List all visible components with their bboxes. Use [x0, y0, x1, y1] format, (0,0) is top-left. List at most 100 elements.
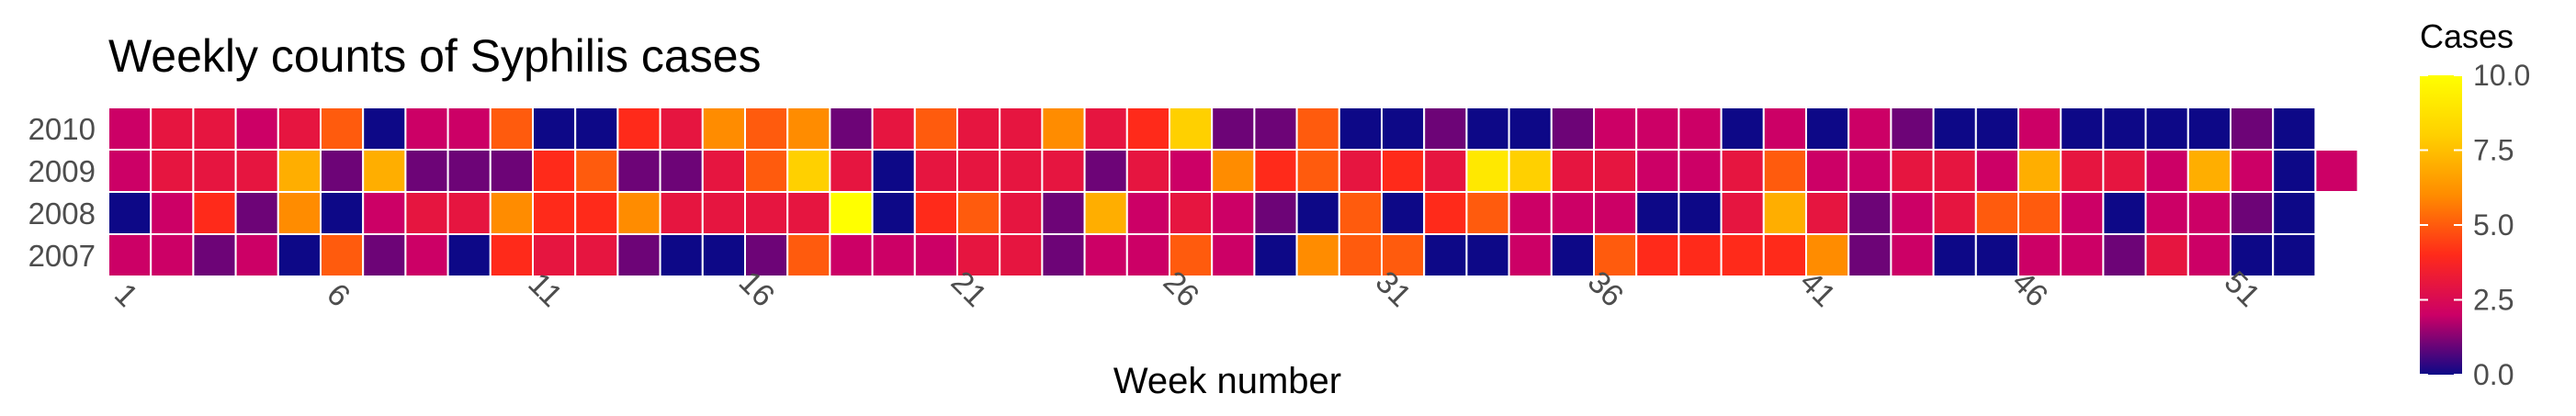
heatmap-tile-2009-week-34 — [1508, 149, 1553, 193]
legend-tick-label-5.0: 5.0 — [2473, 208, 2514, 242]
heatmap-tile-2007-week-35 — [1550, 233, 1596, 277]
heatmap-tile-2009-week-14 — [659, 149, 704, 193]
heatmap-tile-2009-week-13 — [616, 149, 661, 193]
heatmap-tile-2009-week-52 — [2272, 149, 2317, 193]
heatmap-tiles — [107, 107, 2359, 277]
heatmap-tile-2009-week-17 — [786, 149, 831, 193]
heatmap-tile-2007-week-38 — [1678, 233, 1723, 277]
heatmap-tile-2007-week-40 — [1762, 233, 1808, 277]
heatmap-tile-2008-week-10 — [489, 191, 534, 235]
heatmap-tile-2008-week-29 — [1295, 191, 1340, 235]
heatmap-tile-2008-week-9 — [446, 191, 491, 235]
heatmap-tile-2010-week-35 — [1550, 107, 1596, 151]
heatmap-tile-2010-week-23 — [1041, 107, 1086, 151]
heatmap-tile-2009-week-27 — [1211, 149, 1256, 193]
heatmap-tile-2009-week-35 — [1550, 149, 1596, 193]
heatmap-tile-2009-week-24 — [1083, 149, 1128, 193]
heatmap-tile-2008-week-24 — [1083, 191, 1128, 235]
heatmap-tile-2007-week-28 — [1253, 233, 1298, 277]
heatmap-tile-2009-week-37 — [1635, 149, 1680, 193]
heatmap-tile-2008-week-34 — [1508, 191, 1553, 235]
heatmap-tile-2010-week-8 — [404, 107, 449, 151]
heatmap-tile-2007-week-47 — [2060, 233, 2105, 277]
y-tick-label-2009: 2009 — [28, 154, 96, 188]
heatmap-tile-2010-week-16 — [744, 107, 789, 151]
heatmap-tile-2007-week-33 — [1465, 233, 1510, 277]
heatmap-tile-2009-week-28 — [1253, 149, 1298, 193]
heatmap-tile-2009-week-25 — [1125, 149, 1171, 193]
heatmap-tile-2009-week-47 — [2060, 149, 2105, 193]
heatmap-tile-2008-week-49 — [2144, 191, 2189, 235]
heatmap-tile-2007-week-24 — [1083, 233, 1128, 277]
heatmap-tile-2007-week-5 — [277, 233, 322, 277]
heatmap-tile-2009-week-8 — [404, 149, 449, 193]
heatmap-tile-2008-week-17 — [786, 191, 831, 235]
heatmap-tile-2010-week-4 — [234, 107, 279, 151]
heatmap-tile-2007-week-34 — [1508, 233, 1553, 277]
heatmap-tile-2008-week-25 — [1125, 191, 1171, 235]
heatmap-tile-2009-week-2 — [150, 149, 195, 193]
legend-tick-label-7.5: 7.5 — [2473, 134, 2514, 167]
heatmap-tile-2008-week-50 — [2186, 191, 2232, 235]
heatmap-tile-2008-week-5 — [277, 191, 322, 235]
heatmap-tile-2007-week-4 — [234, 233, 279, 277]
heatmap-tile-2007-week-1 — [107, 233, 153, 277]
heatmap-tile-2008-week-33 — [1465, 191, 1510, 235]
heatmap-tile-2007-week-26 — [1169, 233, 1214, 277]
heatmap-tile-2009-week-26 — [1169, 149, 1214, 193]
y-tick-label-2007: 2007 — [28, 239, 96, 273]
heatmap-tile-2010-week-13 — [616, 107, 661, 151]
heatmap-tile-2009-week-38 — [1678, 149, 1723, 193]
heatmap-tile-2010-week-12 — [574, 107, 619, 151]
heatmap-tile-2010-week-51 — [2230, 107, 2275, 151]
heatmap-tile-2009-week-41 — [1805, 149, 1850, 193]
heatmap-tile-2008-week-8 — [404, 191, 449, 235]
heatmap-tile-2010-week-52 — [2272, 107, 2317, 151]
legend-tick-label-2.5: 2.5 — [2473, 284, 2514, 317]
heatmap-tile-2009-week-21 — [956, 149, 1001, 193]
heatmap-tile-2007-week-37 — [1635, 233, 1680, 277]
heatmap-tile-2007-week-17 — [786, 233, 831, 277]
heatmap-tile-2009-week-48 — [2102, 149, 2147, 193]
heatmap-tile-2008-week-4 — [234, 191, 279, 235]
heatmap-tile-2007-week-13 — [616, 233, 661, 277]
heatmap-tile-2010-week-15 — [701, 107, 746, 151]
heatmap-tile-2007-week-12 — [574, 233, 619, 277]
y-tick-label-2008: 2008 — [28, 197, 96, 230]
heatmap-tile-2010-week-49 — [2144, 107, 2189, 151]
heatmap-tile-2010-week-50 — [2186, 107, 2232, 151]
heatmap-tile-2009-week-4 — [234, 149, 279, 193]
heatmap-tile-2009-week-51 — [2230, 149, 2275, 193]
heatmap-tile-2010-week-40 — [1762, 107, 1808, 151]
heatmap-tile-2009-week-5 — [277, 149, 322, 193]
legend-tick-labels: 0.0 2.5 5.0 7.5 10.0 — [2420, 59, 2530, 391]
heatmap-tile-2008-week-27 — [1211, 191, 1256, 235]
heatmap-tile-2010-week-26 — [1169, 107, 1214, 151]
heatmap-tile-2008-week-45 — [1974, 191, 2020, 235]
heatmap-tile-2008-week-11 — [532, 191, 577, 235]
heatmap-tile-2007-week-32 — [1423, 233, 1468, 277]
heatmap-tile-2007-week-20 — [913, 233, 958, 277]
heatmap-tile-2009-week-18 — [829, 149, 874, 193]
heatmap-tile-2010-week-46 — [2017, 107, 2062, 151]
heatmap-tile-2009-week-9 — [446, 149, 491, 193]
heatmap-tile-2008-week-15 — [701, 191, 746, 235]
heatmap-tile-2007-week-52 — [2272, 233, 2317, 277]
heatmap-tile-2008-week-21 — [956, 191, 1001, 235]
heatmap-tile-2008-week-31 — [1381, 191, 1426, 235]
heatmap-tile-2010-week-9 — [446, 107, 491, 151]
heatmap-tile-2007-week-46 — [2017, 233, 2062, 277]
heatmap-tile-2009-week-15 — [701, 149, 746, 193]
y-tick-label-2010: 2010 — [28, 112, 96, 146]
heatmap-tile-2009-week-11 — [532, 149, 577, 193]
heatmap-tile-2008-week-35 — [1550, 191, 1596, 235]
heatmap-tile-2008-week-19 — [871, 191, 916, 235]
heatmap-tile-2007-week-41 — [1805, 233, 1850, 277]
heatmap-tile-2010-week-48 — [2102, 107, 2147, 151]
heatmap-tile-2008-week-47 — [2060, 191, 2105, 235]
heatmap-tile-2007-week-8 — [404, 233, 449, 277]
heatmap-tile-2008-week-23 — [1041, 191, 1086, 235]
heatmap-tile-2010-week-44 — [1932, 107, 1977, 151]
heatmap-tile-2010-week-29 — [1295, 107, 1340, 151]
heatmap-tile-2008-week-18 — [829, 191, 874, 235]
